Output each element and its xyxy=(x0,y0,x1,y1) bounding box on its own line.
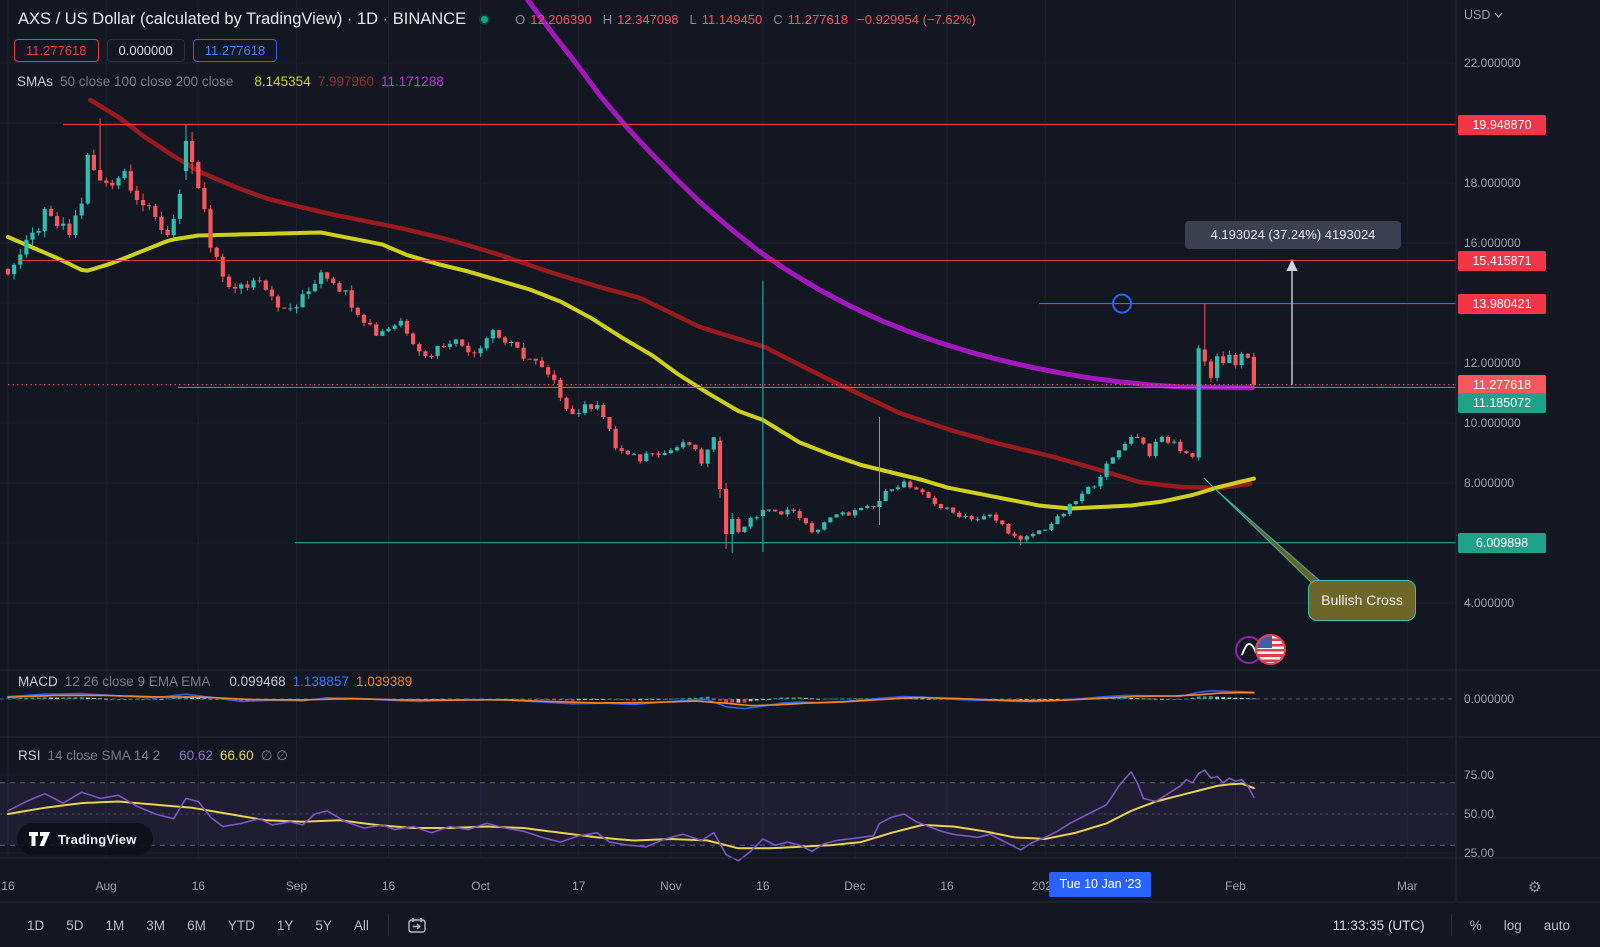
sma-name: SMAs xyxy=(17,74,54,89)
range-button-all[interactable]: All xyxy=(353,917,369,933)
macd-hist-value: 0.099468 xyxy=(229,674,286,689)
price-axis-tick: 16.000000 xyxy=(1464,236,1521,250)
sma100-value: 7.997960 xyxy=(317,74,375,89)
macd-params: 12 26 close 9 EMA EMA xyxy=(64,674,211,689)
drawing-anchor-circle[interactable] xyxy=(1112,293,1132,314)
spread-box: 0.000000 xyxy=(106,39,185,62)
rsi-axis-tick: 50.00 xyxy=(1464,807,1495,821)
bottom-toolbar: 1D 5D 1M 3M 6M YTD 1Y 5Y All 11:33:35 (UTC) % log… xyxy=(0,903,1600,947)
time-axis-label: Mar xyxy=(1397,879,1418,893)
change-value: −0.929954 (−7.62%) xyxy=(857,12,976,27)
scale-button-log[interactable]: log xyxy=(1503,917,1522,933)
time-axis-label: Aug xyxy=(95,879,117,893)
rsi-value: 60.62 xyxy=(179,748,213,763)
macd-name: MACD xyxy=(18,674,58,689)
price-line-badge: 15.415871 xyxy=(1458,250,1546,271)
measure-tool-label[interactable]: 4.193024 (37.24%) 4193024 xyxy=(1185,221,1401,249)
ohlc-readout: O 12.206390 H 12.347098 L 11.149450 C 11… xyxy=(503,12,976,27)
time-axis-label: 16 xyxy=(940,879,954,893)
open-label: O xyxy=(515,12,526,27)
sma-params: 50 close 100 close 200 close xyxy=(60,74,234,89)
symbol-watermark xyxy=(1235,634,1291,666)
range-selector: 1D 5D 1M 3M 6M YTD 1Y 5Y All xyxy=(18,914,378,937)
price-axis-tick: 10.000000 xyxy=(1464,416,1521,430)
high-value: 12.347098 xyxy=(617,12,679,27)
chevron-down-icon xyxy=(1494,12,1503,18)
bullish-cross-callout[interactable]: Bullish Cross xyxy=(1308,580,1416,621)
range-button-1d[interactable]: 1D xyxy=(27,917,45,933)
clock-utc[interactable]: 11:33:35 (UTC) xyxy=(1332,917,1425,933)
range-button-5y[interactable]: 5Y xyxy=(315,917,332,933)
price-axis-tick: 12.000000 xyxy=(1464,356,1521,370)
crosshair-date-badge: Tue 10 Jan '23 xyxy=(1049,872,1152,897)
close-value: 11.277618 xyxy=(787,12,849,27)
rsi-sma-value: 66.60 xyxy=(219,748,254,763)
time-axis-label: 16 xyxy=(381,879,396,893)
time-axis-label: Nov xyxy=(660,879,682,893)
range-button-1y[interactable]: 1Y xyxy=(276,917,294,933)
tradingview-logo-text: TradingView xyxy=(58,831,137,847)
price-line-badge: 19.948870 xyxy=(1458,114,1546,135)
tradingview-logo-icon xyxy=(29,832,50,846)
time-axis-label: Sep xyxy=(285,879,308,893)
status-divider xyxy=(1450,914,1452,936)
macd-axis-tick: 0.000000 xyxy=(1464,692,1515,706)
currency-dropdown[interactable]: USD xyxy=(1464,8,1503,22)
range-button-ytd[interactable]: YTD xyxy=(227,917,255,933)
price-line-badge: 11.185072 xyxy=(1458,393,1546,413)
price-line-badge: 11.277618 xyxy=(1458,374,1546,395)
time-axis-label: 17 xyxy=(572,879,586,893)
low-label: L xyxy=(689,12,697,27)
price-axis-tick: 22.000000 xyxy=(1464,56,1521,70)
rsi-axis-tick: 75.00 xyxy=(1464,768,1495,782)
go-to-date-button[interactable] xyxy=(399,913,436,938)
time-axis-label: 16 xyxy=(191,879,205,893)
scale-button-auto[interactable]: auto xyxy=(1543,917,1570,933)
market-status-icon[interactable] xyxy=(479,14,491,25)
usd-flag-icon xyxy=(1255,634,1286,665)
macd-indicator-legend[interactable]: MACD 12 26 close 9 EMA EMA 0.099468 1.13… xyxy=(18,674,412,689)
calendar-icon xyxy=(408,917,426,933)
price-line-badge: 13.980421 xyxy=(1458,293,1546,314)
rsi-params: 14 close SMA 14 2 xyxy=(47,748,161,763)
toolbar-divider xyxy=(387,914,389,936)
range-button-3m[interactable]: 3M xyxy=(146,917,166,933)
rsi-empty-sets: ∅ ∅ xyxy=(260,748,288,763)
high-label: H xyxy=(602,12,613,27)
currency-label: USD xyxy=(1464,8,1491,22)
time-axis-label: 16 xyxy=(756,879,770,893)
price-axis-tick: 4.000000 xyxy=(1464,596,1515,610)
symbol-header: AXS / US Dollar (calculated by TradingVi… xyxy=(18,10,976,29)
sma-indicator-legend[interactable]: SMAs 50 close 100 close 200 close 8.1453… xyxy=(17,74,444,89)
gear-icon[interactable]: ⚙ xyxy=(1528,879,1542,896)
time-axis-label: 16 xyxy=(1,879,15,893)
range-button-5d[interactable]: 5D xyxy=(66,917,84,933)
symbol-title[interactable]: AXS / US Dollar (calculated by TradingVi… xyxy=(18,10,467,28)
price-line-boxes: 11.277618 0.000000 11.277618 xyxy=(14,39,278,62)
open-value: 12.206390 xyxy=(530,12,592,27)
low-value: 11.149450 xyxy=(701,12,763,27)
time-axis-label: Feb xyxy=(1225,879,1246,893)
tradingview-logo[interactable]: TradingView xyxy=(17,823,153,855)
scale-button-percent[interactable]: % xyxy=(1469,917,1482,933)
price-axis-tick: 8.000000 xyxy=(1464,476,1515,490)
range-button-1m[interactable]: 1M xyxy=(105,917,125,933)
macd-signal-value: 1.039389 xyxy=(355,674,413,689)
time-axis-label: Dec xyxy=(844,879,866,893)
rsi-axis-tick: 25.00 xyxy=(1464,846,1495,860)
range-button-6m[interactable]: 6M xyxy=(187,917,206,933)
price-line-badge: 6.009898 xyxy=(1458,532,1546,553)
sma50-value: 8.145354 xyxy=(254,74,311,89)
rsi-indicator-legend[interactable]: RSI 14 close SMA 14 2 60.62 66.60 ∅ ∅ xyxy=(18,748,288,764)
sell-price-box: 11.277618 xyxy=(14,39,99,62)
rsi-name: RSI xyxy=(18,748,41,763)
sma200-value: 11.171288 xyxy=(381,74,444,89)
price-axis-tick: 18.000000 xyxy=(1464,176,1521,190)
macd-line-value: 1.138857 xyxy=(292,674,349,689)
close-label: C xyxy=(773,12,783,27)
time-axis-label: Oct xyxy=(471,879,490,893)
buy-price-box: 11.277618 xyxy=(192,39,278,62)
